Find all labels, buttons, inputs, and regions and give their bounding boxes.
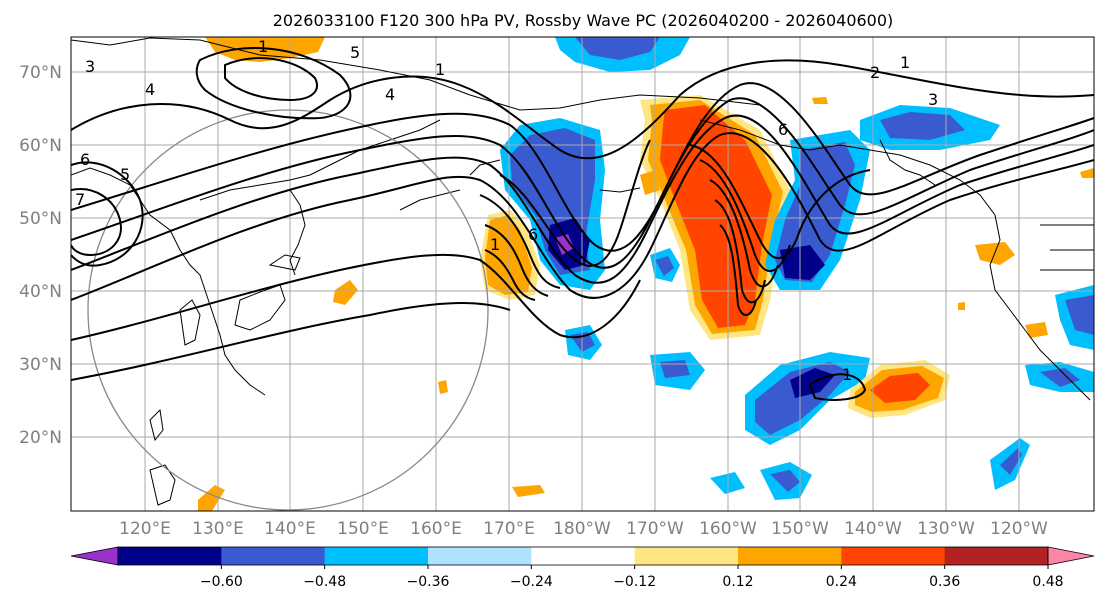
lat-label: 50°N: [19, 209, 62, 229]
colorbar-segment: [531, 547, 636, 565]
great-circle: [87, 109, 489, 511]
contour-label: 7: [75, 190, 85, 209]
colorbar-tick-label: 0.12: [722, 574, 753, 590]
lon-label: 140°E: [264, 519, 316, 539]
colorbar-tick-label: −0.12: [613, 574, 656, 590]
contour-label: 6: [528, 225, 538, 244]
lon-label: 170°W: [626, 519, 684, 539]
lat-label: 40°N: [19, 282, 62, 302]
colorbar-segment: [944, 547, 1049, 565]
colorbar-segment: [118, 547, 222, 565]
contour-label: 4: [145, 80, 155, 99]
contour-label: 1: [900, 53, 910, 72]
lon-label: 160°W: [699, 519, 757, 539]
coastlines: [71, 37, 1094, 506]
colorbar-tick-label: −0.48: [303, 574, 346, 590]
contour-label: 4: [385, 85, 395, 104]
colorbar-tick-label: 0.36: [929, 574, 960, 590]
lon-label: 150°E: [337, 519, 389, 539]
lat-label: 60°N: [19, 136, 62, 156]
colorbar-segment: [324, 547, 429, 565]
colorbar-tick-label: −0.36: [407, 574, 450, 590]
contour-label: 3: [85, 57, 95, 76]
figure-title: 2026033100 F120 300 hPa PV, Rossby Wave …: [273, 11, 894, 30]
lat-label: 30°N: [19, 355, 62, 375]
contour-label: 6: [80, 150, 90, 169]
contour-labels: 3 4 6 5 7 1 5 4 1 6 1 1 2 3 6 1: [75, 37, 938, 384]
colorbar-extend-low: [70, 546, 119, 566]
colorbar-ticks: −0.60 −0.48 −0.36 −0.24 −0.12 0.12 0.24 0.36 0.4…: [200, 565, 1064, 590]
contour-label: 1: [258, 37, 268, 56]
colorbar-tick-label: 0.24: [826, 574, 857, 590]
pv-contours: [71, 47, 1094, 401]
lon-label: 120°W: [990, 519, 1048, 539]
map-panel: 3 4 6 5 7 1 5 4 1 6 1 1 2 3 6 1: [71, 37, 1094, 511]
colorbar-tick-label: 0.48: [1032, 574, 1063, 590]
graticule: [71, 37, 1094, 511]
lon-axis: 120°E 130°E 140°E 150°E 160°E 170°E 180°…: [119, 519, 1048, 539]
lat-label: 20°N: [19, 428, 62, 448]
colorbar: [70, 546, 1095, 566]
contour-label: 1: [490, 235, 500, 254]
colorbar-segment: [428, 547, 532, 565]
lat-axis: 70°N 60°N 50°N 40°N 30°N 20°N: [19, 63, 62, 448]
contour-label: 6: [778, 120, 788, 139]
contour-label: 1: [435, 60, 445, 79]
lon-label: 130°E: [192, 519, 244, 539]
colorbar-segment: [634, 547, 739, 565]
colorbar-tick-label: −0.24: [510, 574, 553, 590]
lon-label: 160°E: [410, 519, 462, 539]
contour-label: 3: [928, 90, 938, 109]
colorbar-segment: [738, 547, 842, 565]
contour-label: 5: [120, 165, 130, 184]
contour-label: 1: [842, 365, 852, 384]
colorbar-frame: [117, 546, 1049, 566]
colorbar-segment: [841, 547, 946, 565]
lon-label: 180°W: [553, 519, 611, 539]
lon-label: 120°E: [119, 519, 171, 539]
lon-label: 130°W: [917, 519, 975, 539]
lon-label: 150°W: [771, 519, 829, 539]
lon-label: 170°E: [483, 519, 535, 539]
lon-label: 140°W: [844, 519, 902, 539]
colorbar-tick-label: −0.60: [200, 574, 243, 590]
contour-label: 5: [350, 43, 360, 62]
lat-label: 70°N: [19, 63, 62, 83]
contour-label: 2: [870, 63, 880, 82]
map-frame: [70, 36, 1095, 512]
colorbar-segment: [221, 547, 326, 565]
colorbar-extend-high: [1047, 546, 1095, 566]
